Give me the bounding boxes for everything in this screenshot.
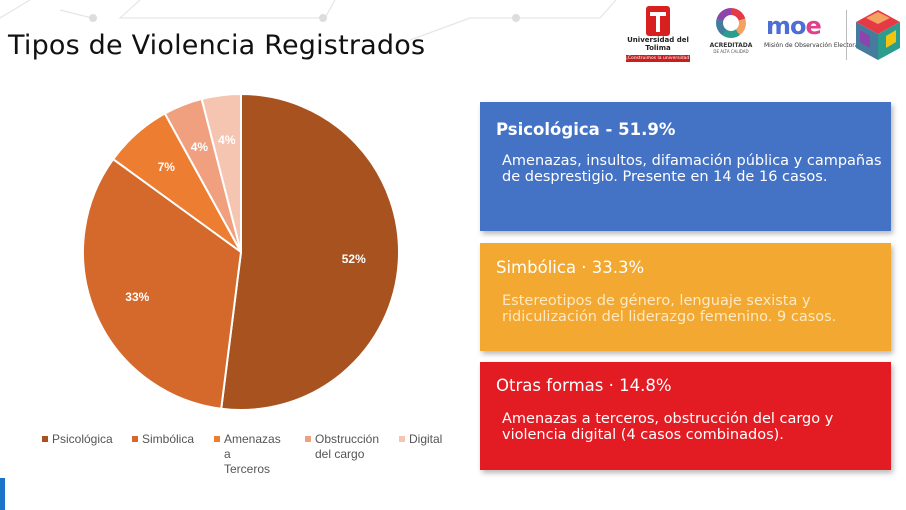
card-simbolica: Simbólica · 33.3% Estereotipos de género… — [480, 243, 891, 351]
card-body: Estereotipos de género, lenguaje sexista… — [502, 293, 837, 325]
legend-label: Digital — [409, 432, 443, 446]
pie-data-label-3: 7% — [158, 160, 176, 174]
pie-slice-1 — [220, 92, 400, 411]
logo-divider — [846, 10, 847, 60]
ut-emblem-icon — [646, 6, 670, 36]
moe-subtitle: Misión de Observación Electoral — [764, 42, 861, 49]
card-body: Amenazas a terceros, obstrucción del car… — [502, 411, 834, 443]
universidad-tolima-logo: Universidad del Tolima ¡Construimos la u… — [624, 6, 692, 64]
card-title: Otras formas · 14.8% — [496, 376, 672, 395]
pie-slice-2 — [82, 157, 243, 410]
acreditada-sub: DE ALTA CALIDAD — [713, 49, 749, 54]
pie-data-label-2: 33% — [125, 290, 149, 304]
legend-swatch — [399, 436, 405, 442]
header-decoration — [0, 0, 617, 41]
moe-wordmark: moe — [766, 12, 822, 40]
legend-swatch — [132, 436, 138, 442]
card-body: Amenazas, insultos, difamación pública y… — [502, 153, 882, 185]
card-title: Psicológica - 51.9% — [496, 120, 676, 139]
legend-label: Obstrucción del cargo — [315, 432, 380, 461]
partner-logos: Universidad del Tolima ¡Construimos la u… — [624, 6, 906, 64]
pie-slice-5 — [200, 92, 242, 253]
legend-swatch — [214, 436, 220, 442]
legend-swatch — [305, 436, 311, 442]
ut-tagline: ¡Construimos la universidad que soñamos! — [626, 55, 690, 62]
card-psicologica: Psicológica - 51.9% Amenazas, insultos, … — [480, 102, 891, 231]
moe-logo: moe Misión de Observación Electoral — [762, 10, 860, 60]
pie-data-label-4: 4% — [191, 140, 209, 154]
acreditada-logo: ACREDITADA DE ALTA CALIDAD — [704, 6, 758, 64]
page-title: Tipos de Violencia Registrados — [8, 30, 426, 61]
pie-data-label-1: 52% — [342, 252, 366, 266]
legend-label: Simbólica — [142, 432, 195, 446]
pie-chart: 52% 33% 7% 4% 4% — [82, 92, 400, 411]
pie-data-label-5: 4% — [218, 133, 236, 147]
cube-logo-icon — [856, 10, 900, 60]
card-title: Simbólica · 33.3% — [496, 258, 645, 277]
ut-name-text: Universidad del Tolima — [627, 36, 689, 52]
accent-bar — [0, 478, 5, 510]
acreditada-label: ACREDITADA — [709, 42, 753, 49]
legend-swatch — [42, 436, 48, 442]
legend-label: Psicológica — [52, 432, 113, 446]
legend-label: Amenazas a Terceros — [224, 432, 281, 476]
card-otras-formas: Otras formas · 14.8% Amenazas a terceros… — [480, 362, 891, 470]
